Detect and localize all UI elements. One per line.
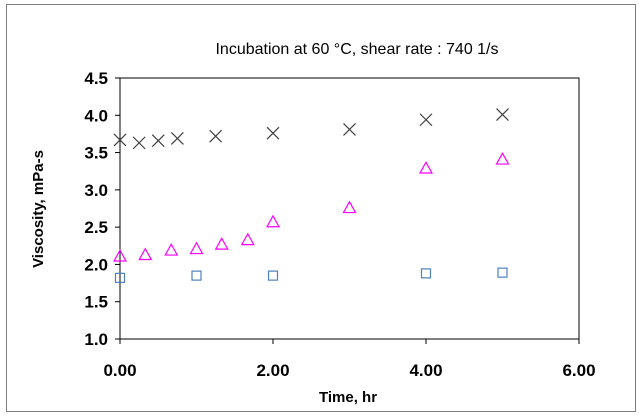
series-cross [114,109,509,149]
data-point-cross [171,132,183,144]
data-point-square [192,271,201,280]
data-point-triangle [242,234,254,245]
data-point-square [269,271,278,280]
y-tick-label: 4.0 [84,106,108,125]
y-tick-label: 1.5 [84,293,108,312]
plot-area [120,78,579,339]
data-point-triangle [420,162,432,173]
scatter-chart: Incubation at 60 °C, shear rate : 740 1/… [7,5,637,413]
chart-frame: Incubation at 60 °C, shear rate : 740 1/… [6,4,636,412]
x-axis-title: Time, hr [319,389,377,406]
data-point-cross [133,137,145,149]
y-tick-label: 3.0 [84,181,108,200]
y-tick-label: 4.5 [84,69,108,88]
data-point-cross [420,114,432,126]
y-tick-label: 2.0 [84,255,108,274]
data-point-triangle [139,249,151,260]
data-point-square [498,268,507,277]
data-point-cross [344,123,356,135]
series-square [116,268,508,282]
axes-layer: 1.0 1.5 2.0 2.5 3.0 3.5 4.0 4.5 0.00 2.00 4.00 6.00 [84,69,595,380]
data-point-triangle [165,244,177,255]
series-triangle [114,153,509,261]
x-tick-label: 6.00 [562,361,595,380]
data-point-square [422,269,431,278]
y-tick-label: 1.0 [84,330,108,349]
y-tick-label: 2.5 [84,218,108,237]
x-tick-label: 0.00 [103,361,136,380]
chart-title: Incubation at 60 °C, shear rate : 740 1/… [215,41,498,58]
x-tick-label: 2.00 [256,361,289,380]
data-point-cross [267,127,279,139]
y-tick-label: 3.5 [84,144,108,163]
data-point-triangle [497,153,509,164]
data-point-triangle [344,202,356,213]
data-point-triangle [267,216,279,227]
data-point-cross [152,135,164,147]
data-point-cross [497,109,509,121]
marks-layer [114,109,509,283]
data-point-triangle [216,238,228,249]
data-point-cross [210,130,222,142]
y-axis-title: Viscosity, mPa-s [30,150,47,268]
x-tick-label: 4.00 [409,361,442,380]
data-point-triangle [191,243,203,254]
